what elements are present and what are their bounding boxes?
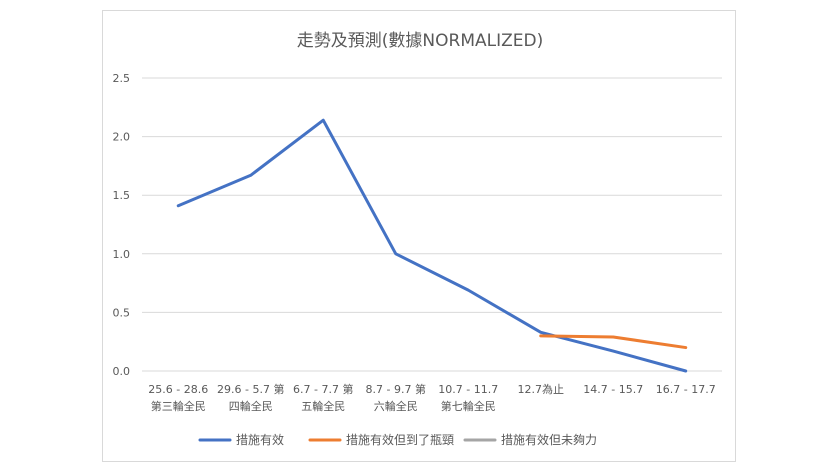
- x-tick-label: 12.7為止: [518, 382, 565, 396]
- series-line-1: [539, 334, 688, 350]
- x-tick-label: 6.7 - 7.7 第: [293, 382, 353, 396]
- series-lines: [176, 118, 688, 373]
- x-tick-label: 14.7 - 15.7: [583, 383, 643, 396]
- x-tick-label: 16.7 - 17.7: [656, 383, 716, 396]
- y-tick-label: 2.5: [113, 72, 131, 85]
- legend-label: 措施有效但到了瓶頸: [346, 432, 454, 447]
- x-tick-label: 五輪全民: [301, 399, 345, 413]
- x-tick-label: 25.6 - 28.6: [148, 383, 208, 396]
- x-tick-label: 8.7 - 9.7 第: [366, 382, 426, 396]
- x-tick-label: 29.6 - 5.7 第: [217, 382, 284, 396]
- legend: 措施有效 措施有效但到了瓶頸 措施有效但未夠力: [198, 432, 597, 447]
- y-tick-label: 1.5: [113, 189, 131, 202]
- x-tick-label: 四輪全民: [229, 399, 273, 413]
- y-tick-label: 2.0: [113, 131, 131, 144]
- legend-label: 措施有效但未夠力: [501, 432, 597, 447]
- gridlines: [142, 77, 722, 372]
- x-tick-label: 第七輪全民: [441, 399, 496, 413]
- y-tick-label: 0.0: [113, 365, 131, 378]
- y-tick-label: 0.5: [113, 306, 131, 319]
- series-line-0: [176, 118, 688, 373]
- y-axis-ticks: 0.0 0.5 1.0 1.5 2.0 2.5: [113, 72, 131, 378]
- legend-label: 措施有效: [236, 432, 284, 447]
- x-tick-label: 10.7 - 11.7: [438, 383, 498, 396]
- chart-frame: [102, 10, 736, 462]
- y-tick-label: 1.0: [113, 248, 131, 261]
- x-tick-label: 第三輪全民: [151, 399, 206, 413]
- x-tick-label: 六輪全民: [374, 399, 418, 413]
- chart-title: 走勢及預測(數據NORMALIZED): [297, 31, 543, 51]
